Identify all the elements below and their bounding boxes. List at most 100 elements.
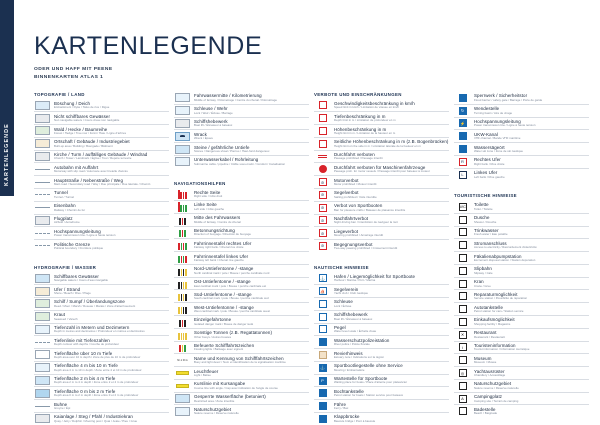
legend-label-translations: Seaweed / Varech: [54, 316, 78, 321]
legend-text: Kirche / Turm / auffälliges Gebäude / Wi…: [54, 152, 147, 161]
legend-text: Süd-Untiefentonne / -stange South cardina…: [194, 292, 269, 301]
legend-label-de: Tiefenfläche 4 m bis 10 m Tiefe: [54, 363, 118, 369]
legend-label-translations: Mooring / Embarcadère: [334, 367, 365, 372]
legend-text: Schiffbares Gewässer Navigable waters / C…: [54, 273, 108, 282]
legend-text: Nord-Untiefentonne / -stange North cardin…: [194, 266, 269, 275]
legend-label-de: Ufer / Strand: [54, 286, 81, 292]
legend-label-translations: Nature reserve / Réserve naturelle: [194, 411, 239, 416]
legend-row: Hochspannungsleitung Power transmission l…: [34, 227, 169, 241]
cable-pipeline-icon: [174, 157, 191, 167]
legend-columns: TOPOGRAFIE / LAND Böschung / Deich Embankm…: [34, 92, 594, 425]
legend-label-de: Autotankstelle: [474, 304, 503, 310]
legend-text: Schiffshebewerk Boat lift / Élévateur à b…: [334, 312, 372, 321]
legend-label-translations: Turning basin / Aire de virage: [474, 110, 513, 115]
legend-label-translations: Waiting place for boats / Place d'attent…: [334, 380, 408, 385]
legend-row: Schilf / Sumpf / Überlandungszone Reed / …: [34, 298, 169, 311]
legend-label-de: Höhenbeschränkung in m: [334, 126, 387, 132]
legend-label-translations: Direction of buoyage / Direction de buoy…: [194, 232, 252, 237]
legend-row: ↻ Wendestelle Turning basin / Aire de vira…: [454, 105, 589, 118]
waiting-place-sign: P: [314, 376, 331, 386]
legend-text: Slipbahn Slipway / Cale: [474, 266, 493, 275]
legend-label-translations: Water ski zone / Zone de ski nautique: [474, 148, 523, 153]
legend-label-de: Tiefenbeschränkung in m: [334, 113, 386, 119]
section-heading-navigationshilfen: NAVIGATIONSHILFEN: [174, 180, 226, 186]
legend-label-de: Touristeninformation: [474, 343, 516, 349]
legend-label-de: Kaianlage / Steg / Pfahl / Industriekran: [54, 414, 133, 420]
turning-basin-sign: ↻: [454, 106, 471, 116]
legend-row: Befeuerte Schifffahrtszeichen Floating li…: [174, 342, 309, 355]
legend-text: Linkes Ufer Left bank / Rive gauche: [474, 170, 505, 179]
legend-text: Politische Grenze Political boundary / Fr…: [54, 241, 103, 250]
legend-text: Wartestelle für Sportboote Waiting place …: [334, 376, 407, 385]
legend-row: Fahrrinnentafel linkes Ufer Fairway left …: [174, 252, 309, 265]
legend-text: Yachtausrüster Chandlery / Accastillage: [474, 368, 505, 377]
legend-text: Ortschaft / Gebäude / Industriegebiet Bui…: [54, 139, 130, 148]
legend-text: Höhenbeschränkung in m Height limit in m …: [334, 126, 395, 135]
legend-label-de: Schiffshebewerk: [194, 119, 228, 125]
toilet-sign: WC: [458, 202, 467, 211]
legend-label-de: Rechte Seite: [194, 189, 221, 195]
sailing-club-sign: ⛵: [318, 287, 327, 296]
legend-label-translations: Restricted area / Zone interdite: [194, 398, 235, 403]
legend-label-de: Ortschaft / Gebäude / Industriegebiet: [54, 139, 130, 145]
legend-label-de: Wasserschutzpolizeistation: [334, 337, 390, 343]
legend-text: Tiefenlinie mit Tiefenzahlen Depth contou…: [54, 337, 119, 346]
legend-row: Höhenbeschränkung in m Height limit in m …: [314, 125, 449, 138]
legend-row: Autotankstelle Petrol station for cars / …: [454, 303, 589, 316]
lighthouse-icon: [174, 368, 191, 378]
legend-text: UKW-Kanal VHF channel / Bande VHF maritim…: [474, 131, 520, 140]
motorway-line: [34, 165, 51, 175]
legend-label-translations: Ferry / Bac: [334, 406, 349, 411]
legend-label-translations: River police / Police fluviale: [334, 342, 370, 347]
electricity-sign: [454, 240, 471, 250]
legend-label-translations: Non navigable waters / Cours d'eau non n…: [54, 118, 120, 123]
legend-text: Wassersägeört Water ski zone / Zone de sk…: [474, 144, 523, 153]
legend-row: Nr.1 Fl.G Name und Kennung von Schifffahr…: [174, 354, 309, 368]
legend-label-de: Tiefenlinie mit Tiefenzahlen: [54, 337, 110, 343]
legend-label-de: Naturschutzgebiet: [194, 406, 232, 412]
height-limit-sign: [314, 126, 331, 136]
isolated-danger: [174, 317, 191, 327]
nature-reserve-sign: [454, 381, 471, 391]
legend-label-de: Begegnungsverbot: [334, 241, 373, 247]
legend-label-de: Sperrwerk / Sicherheitstor: [474, 93, 528, 99]
vhf-channel-sign: [454, 131, 471, 141]
legend-label-de: Trinkwasser: [474, 228, 499, 234]
legend-label-translations: Two-way passing prohibited / Croisement …: [334, 245, 398, 250]
legend-row: ⚓ Sportbootliegestelle ohne Service Moorin…: [314, 362, 449, 375]
boat-lift-icon: [174, 118, 191, 129]
no-passage-sign: [314, 152, 331, 162]
legend-text: Segelverbot Sailing prohibited / Voile in…: [334, 190, 377, 199]
legend-label-translations: Depth area 4 m to 10 m depth / Zone entr…: [54, 367, 142, 372]
legend-row: Seitliche Höhenbeschränkung in m (z.B. B…: [314, 138, 449, 151]
legend-label-de: Mitte des Fahrwassers: [194, 215, 241, 221]
legend-label-de: Tiefenzahl in Metern und Dezimetern: [54, 324, 130, 330]
legend-label-translations: Wreck / Épave: [194, 136, 213, 141]
legend-label-translations: Middle of fairway / Kilometrage / Centre…: [194, 97, 278, 102]
legend-label-translations: West cardinal mark / pole / Bouée / perc…: [194, 309, 271, 314]
legend-label-translations: Depth in metres and decimetres / Profond…: [54, 329, 145, 334]
legend-label-de: Pegel: [334, 324, 346, 330]
legend-label-translations: Service station / Possibilité de réparat…: [474, 296, 528, 301]
legend-label-de: Kraut: [54, 312, 66, 318]
left-bank-sign: L: [454, 170, 471, 180]
fuel-station-sign: [314, 389, 331, 399]
cardinal-north: [174, 266, 191, 276]
legend-row: ⚓ Hafen / Liegemöglichkeit für Sportboote…: [314, 272, 449, 286]
legend-label-de: Restaurant: [474, 330, 497, 336]
legend-label-de: Nord-Untiefentonne / -stange: [194, 266, 254, 272]
legend-label-de: Betonnungsrichtung: [194, 228, 235, 234]
legend-label-de: Wendestelle: [474, 106, 500, 112]
mark-name: Nr.1 Fl.G: [177, 358, 188, 362]
flood-barrier-sign: [454, 93, 471, 103]
legend-text: Schilf / Sumpf / Überlandungszone Reed / …: [54, 299, 135, 308]
legend-label-translations: Right side / Côté droit: [194, 194, 223, 199]
slipway-sign: [454, 266, 471, 276]
legend-label-de: Motorverbot: [334, 177, 359, 183]
builtup-swatch: [34, 139, 51, 149]
legend-label-de: Eisenbahn: [54, 203, 76, 209]
legend-label-de: Schiffbares Gewässer: [54, 273, 99, 279]
legend-row: Trinkwasser Fresh water / Eau potable: [454, 227, 589, 240]
legend-text: Sonstige Tonnen (z.B. Regattatonnen) Othe…: [194, 330, 272, 339]
